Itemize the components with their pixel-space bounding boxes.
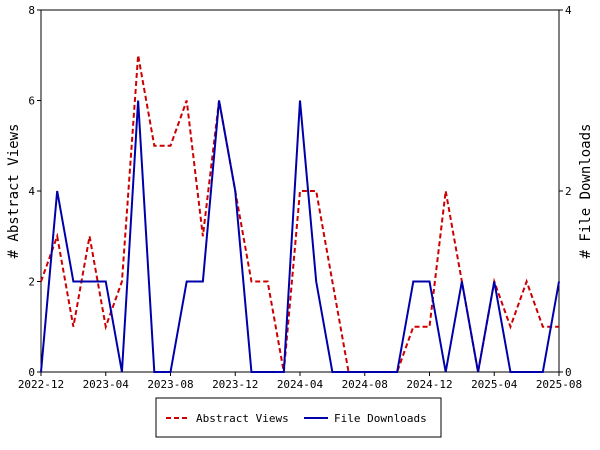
- y-tick-label: 6: [28, 95, 35, 108]
- x-tick-label: 2024-08: [342, 378, 388, 391]
- series-line: [40, 100, 560, 373]
- legend-label: File Downloads: [334, 412, 427, 425]
- y-tick-label: 8: [28, 4, 35, 17]
- x-tick-label: 2024-04: [277, 378, 324, 391]
- y-axis-label: # Abstract Views: [6, 124, 22, 259]
- y2-tick-label: 2: [565, 185, 572, 198]
- y-tick-label: 4: [28, 185, 35, 198]
- x-tick-label: 2025-08: [536, 378, 582, 391]
- x-tick-label: 2025-04: [471, 378, 518, 391]
- y2-tick-label: 0: [565, 366, 572, 379]
- y2-axis-label: # File Downloads: [578, 124, 594, 259]
- y2-tick-label: 4: [565, 4, 572, 17]
- x-tick-label: 2023-04: [83, 378, 130, 391]
- y-tick-label: 0: [28, 366, 35, 379]
- legend-box: [155, 397, 442, 438]
- x-tick-label: 2023-12: [212, 378, 258, 391]
- x-tick-label: 2024-12: [406, 378, 452, 391]
- x-tick-label: 2023-08: [147, 378, 193, 391]
- plot-area: [40, 9, 560, 373]
- y-tick-label: 2: [28, 276, 35, 289]
- x-tick-label: 2022-12: [18, 378, 64, 391]
- legend-label: Abstract Views: [196, 412, 289, 425]
